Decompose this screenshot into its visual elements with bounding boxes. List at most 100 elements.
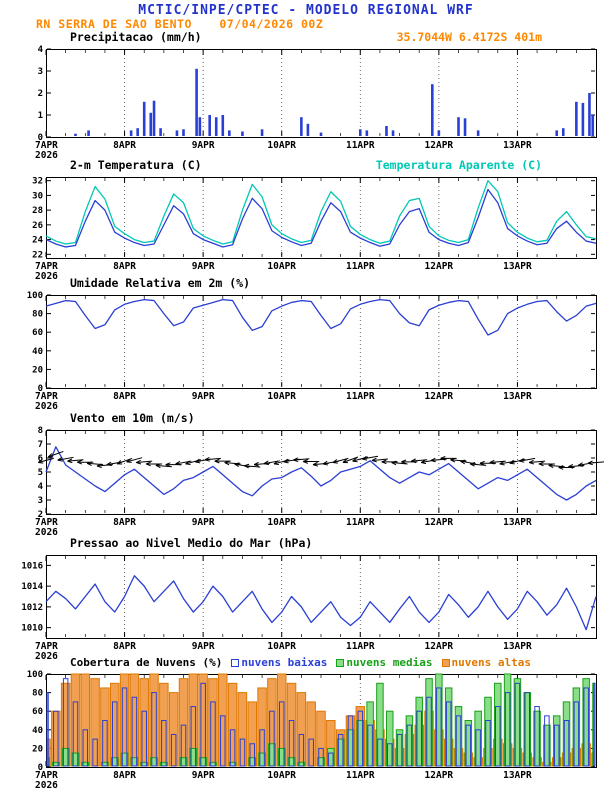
y-tick-label: 20 [32,744,43,754]
wind-barb-head [469,463,475,467]
temp-title: 2-m Temperatura (C) [70,158,202,172]
plot-frame [46,555,597,639]
x-year-label: 2026 [35,527,58,538]
cloud-bar [249,743,255,767]
cloud-bar [288,720,295,767]
x-tick-label: 13APR [503,261,532,272]
wind-barb-head [430,459,436,463]
precip-bar [555,130,559,136]
precip-title-row: Precipitacao (mm/h) 35.7044W 6.4172S 401… [0,30,612,44]
x-tick-label: 8APR [113,770,136,781]
wind-barb-head [67,460,73,464]
wind-barb-head [126,458,131,463]
cloud-bar [90,678,100,767]
x-tick-label: 9APR [192,391,215,402]
wind-barb [371,458,388,461]
nuvens-medias-swatch-icon [336,659,345,667]
x-tick-label: 10APR [267,391,296,402]
wind-barb-head [352,460,358,463]
precip-bar [195,68,198,136]
cloud-bar [161,720,167,767]
apparent-temp-legend: Temperatura Aparente (C) [375,158,542,172]
cloud-bar [92,738,98,767]
cloud-bar [168,692,179,767]
wind-barb-head [273,463,280,466]
cloud-bar [178,678,189,767]
x-tick-label: 7APR [35,770,58,781]
x-tick-label: 10APR [267,140,296,151]
wind-barb [529,460,546,464]
wind-barb-head [558,465,564,468]
y-tick-label: 7 [38,440,43,450]
wind-barb-head [57,459,63,462]
x-tick-label: 12APR [425,261,454,272]
temp-2m-line [45,188,597,248]
wind-barb-head [479,462,485,466]
legend-nuvens-altas: nuvens altas [441,656,531,669]
cloud-bar [485,720,491,767]
wind-barb-head [322,463,328,466]
x-tick-label: 10APR [267,770,296,781]
wind-barb-head [77,461,83,465]
y-tick-label: 4 [38,45,44,55]
nuvens-altas-swatch-icon [441,659,450,667]
cloud-bar [445,701,452,767]
precip-bar [214,117,218,136]
precip-bars [74,68,595,136]
wind-barb-head [371,459,377,463]
precip-bar [463,118,467,136]
y-tick-label: 5 [38,468,43,478]
y-tick-label: 40 [32,347,43,357]
wind-barb-head [214,458,220,462]
x-tick-label: 11APR [346,517,375,528]
wind-barb-head [499,463,505,466]
wind-barb-head [126,461,132,463]
cloud-bar [72,701,79,767]
x-tick-label: 13APR [503,517,532,528]
cloud-bar [151,692,157,767]
wind-barb [352,456,369,462]
x-year-label: 2026 [35,150,58,161]
precip-bar [300,117,303,136]
wind-barb-head [362,458,368,461]
x-tick-label: 12APR [425,140,454,151]
x-tick-label: 13APR [503,641,532,652]
model-title: MCTIC/INPE/CPTEC - MODELO REGIONAL WRF [138,3,474,18]
wind-barb-head [96,465,102,468]
cloud-bar [239,738,246,767]
wind-barb-head [587,460,593,464]
x-tick-label: 10APR [267,261,296,272]
x-tick-label: 7APR [35,641,58,652]
wind-barb-head [381,461,387,465]
cloud-bar [80,673,91,767]
wind-barb-head [578,462,583,466]
wind-barb-head [489,462,495,465]
wind-barb [499,460,516,465]
wind-barb-head [57,457,63,461]
wind-barb [126,457,143,463]
wind-barb-head [519,458,524,462]
wind-barb-head [312,464,318,467]
x-tick-label: 11APR [346,261,375,272]
wind-barb-head [86,462,92,466]
y-tick-label: 3 [38,496,43,506]
precip-bar [149,112,153,136]
nuvens-baixas-swatch-icon [231,659,240,667]
precip-bar [87,130,90,136]
wind-barb [244,465,261,468]
wind-barb [332,457,349,464]
wind-barb-head [293,459,299,463]
wind-barb-head [293,457,299,461]
wind-barb-head [430,457,436,461]
wind-title-row: Vento em 10m (m/s) [0,411,612,425]
y-tick-label: 80 [32,689,43,699]
cloud-bar [269,710,275,767]
cloud-bar [455,715,462,767]
cloud-bar [220,715,226,767]
cloud-bar [208,678,218,767]
y-tick-label: 1010 [21,624,43,634]
wind-barbs [37,450,605,470]
wind-barb-head [391,462,397,466]
